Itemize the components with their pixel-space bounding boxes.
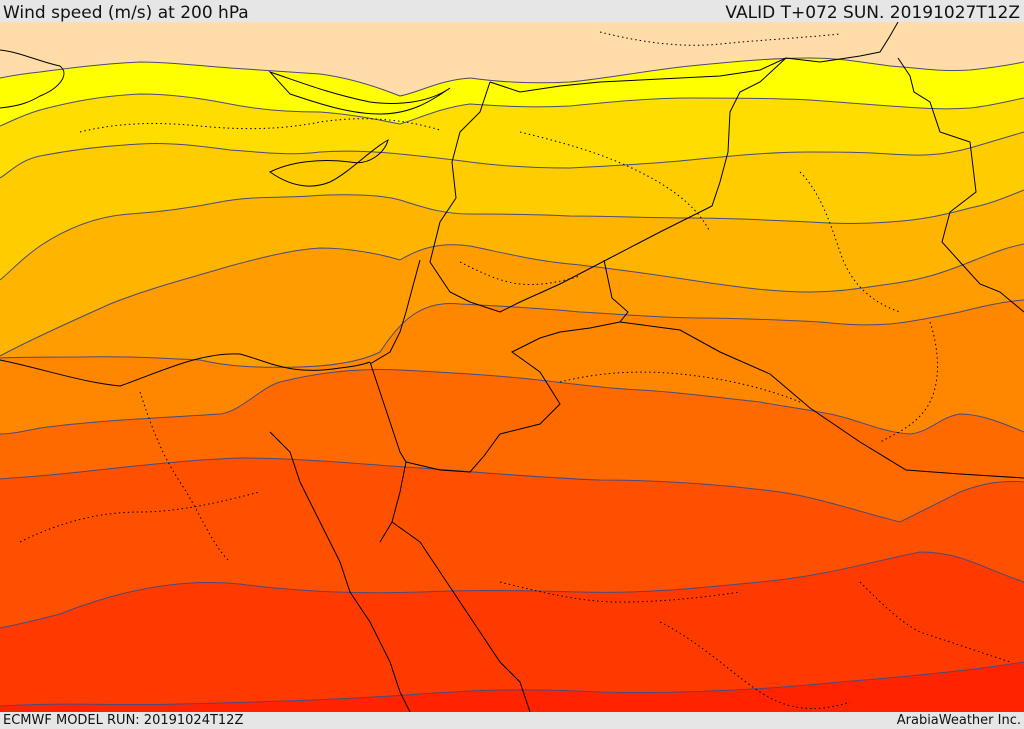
- border-line: [489, 22, 899, 93]
- admin-boundaries: [19, 31, 1011, 710]
- border-line: [603, 259, 1024, 479]
- map-canvas[interactable]: [0, 22, 1024, 712]
- wind-speed-map: [0, 22, 1024, 712]
- border-line: [369, 361, 407, 543]
- band-80: [220, 22, 900, 60]
- admin-line: [139, 391, 231, 563]
- admin-line: [499, 581, 741, 603]
- country-borders: [0, 22, 1024, 712]
- valid-time: VALID T+072 SUN. 20191027T12Z: [725, 3, 1020, 23]
- map-title: Wind speed (m/s) at 200 hPa: [3, 3, 249, 23]
- admin-line: [559, 371, 801, 403]
- border-line: [0, 49, 65, 109]
- contour-line: [0, 93, 1024, 127]
- admin-line: [879, 321, 938, 443]
- admin-line: [659, 621, 851, 710]
- border-line: [451, 81, 491, 199]
- contour-line: [0, 57, 1024, 97]
- border-line: [0, 353, 371, 387]
- admin-line: [799, 171, 901, 313]
- credit-label: ArabiaWeather Inc.: [896, 713, 1021, 728]
- contour-line: [0, 551, 1024, 629]
- contour-line: [0, 131, 1024, 179]
- contour-line: [0, 369, 1024, 435]
- isotach-contours: [0, 57, 1024, 707]
- contour-line: [0, 299, 1024, 368]
- border-line: [268, 70, 451, 115]
- title-bar: Wind speed (m/s) at 200 hPa VALID T+072 …: [0, 0, 1024, 23]
- model-run-label: ECMWF MODEL RUN: 20191024T12Z: [3, 713, 244, 728]
- admin-line: [519, 131, 711, 233]
- admin-line: [79, 118, 441, 133]
- border-line: [405, 321, 621, 473]
- border-line: [429, 57, 787, 313]
- border-line: [269, 139, 389, 187]
- border-line: [391, 521, 531, 712]
- wind-speed-bands: [0, 22, 1024, 712]
- contour-line: [0, 661, 1024, 707]
- border-line: [897, 57, 1024, 313]
- border-line: [269, 431, 411, 712]
- contour-line: [0, 189, 1024, 281]
- contour-line: [0, 457, 1024, 523]
- footer-bar: ECMWF MODEL RUN: 20191024T12Z ArabiaWeat…: [0, 712, 1024, 729]
- admin-line: [599, 31, 841, 46]
- border-line: [369, 259, 421, 365]
- contour-line: [0, 243, 1024, 357]
- admin-line: [459, 261, 581, 285]
